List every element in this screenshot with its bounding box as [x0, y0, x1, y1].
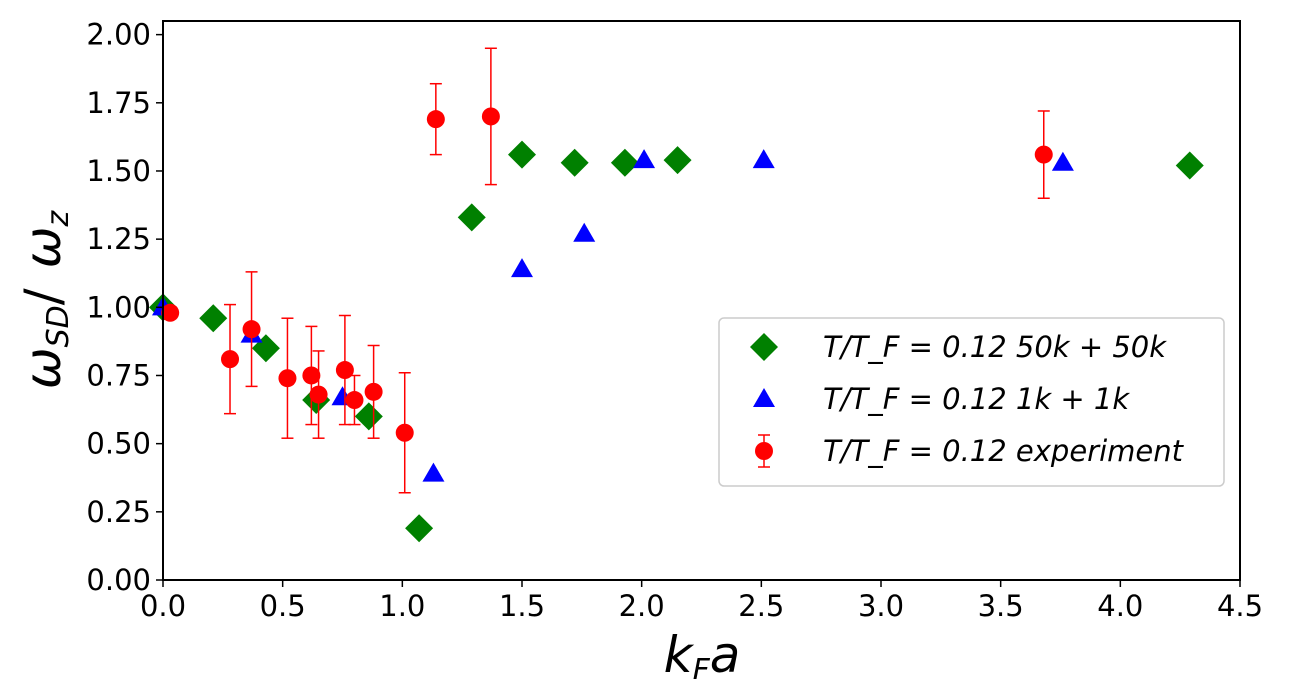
x-tick-label: 0.0 — [140, 589, 186, 623]
data-point-circle — [221, 350, 240, 369]
y-tick-label: 1.75 — [86, 86, 151, 120]
data-point-diamond — [610, 148, 639, 177]
y-tick-label: 1.00 — [86, 290, 151, 324]
y-tick-label: 0.00 — [86, 563, 151, 597]
y-label-subscript-sd: SD — [41, 305, 76, 347]
data-point-circle — [161, 303, 180, 322]
x-tick-label: 2.5 — [738, 589, 784, 623]
y-axis-label: ωSD/ωz — [14, 209, 76, 389]
data-point-circle — [335, 361, 354, 380]
legend-label: T/T_F = 0.12 1k + 1k — [823, 382, 1130, 416]
data-point-diamond — [663, 146, 692, 175]
y-tick-label: 1.50 — [86, 154, 151, 188]
y-tick-label: 0.25 — [86, 495, 151, 529]
data-point-circle — [481, 107, 500, 126]
plot-area — [149, 47, 1204, 543]
legend: T/T_F = 0.12 50k + 50k T/T_F = 0.12 1k + … — [718, 317, 1225, 487]
x-tick-label: 4.5 — [1217, 589, 1263, 623]
data-point-triangle — [573, 222, 596, 242]
data-point-diamond — [457, 203, 486, 232]
data-point-triangle — [752, 149, 775, 169]
x-tick-label: 0.5 — [260, 589, 306, 623]
x-tick-label: 4.0 — [1097, 589, 1143, 623]
legend-label: T/T_F = 0.12 experiment — [823, 434, 1185, 468]
x-label-subscript-f: F — [693, 653, 711, 679]
x-label-k: k — [664, 626, 695, 679]
data-point-diamond — [1175, 151, 1204, 180]
y-label-omega-sd: ω — [14, 347, 72, 389]
x-axis-ticks: 0.0 0.5 1.0 1.5 2.0 2.5 3.0 3.5 4.0 4.5 — [140, 580, 1263, 623]
y-label-slash: / — [14, 288, 72, 305]
data-point-circle — [302, 366, 321, 385]
legend-marker-circle — [755, 442, 773, 460]
x-tick-label: 3.0 — [858, 589, 904, 623]
legend-marker-diamond — [750, 333, 778, 361]
y-label-subscript-z: z — [41, 209, 76, 227]
data-point-circle — [345, 391, 364, 410]
data-point-circle — [426, 110, 445, 129]
legend-label: T/T_F = 0.12 50k + 50k — [823, 330, 1167, 364]
data-point-circle — [278, 369, 297, 388]
y-axis-ticks: 0.00 0.25 0.50 0.75 1.00 1.25 1.50 1.75 2.00 — [86, 18, 163, 597]
data-point-triangle — [633, 149, 656, 169]
x-tick-label: 2.0 — [619, 589, 665, 623]
x-tick-label: 1.0 — [379, 589, 425, 623]
data-point-circle — [242, 320, 261, 339]
y-tick-label: 2.00 — [86, 18, 151, 52]
y-tick-label: 1.25 — [86, 222, 151, 256]
data-point-circle — [309, 385, 328, 404]
data-point-diamond — [354, 402, 383, 431]
y-label-omega-z: ω — [14, 226, 72, 268]
y-tick-label: 0.50 — [86, 427, 151, 461]
data-point-triangle — [1051, 151, 1074, 171]
data-point-diamond — [405, 514, 434, 543]
series-circle — [161, 47, 1053, 494]
data-point-diamond — [199, 304, 228, 333]
axes-frame — [162, 20, 1241, 581]
x-tick-label: 1.5 — [499, 589, 545, 623]
y-tick-label: 0.75 — [86, 358, 151, 392]
x-tick-label: 3.5 — [978, 589, 1024, 623]
data-point-circle — [364, 382, 383, 401]
data-point-diamond — [560, 148, 589, 177]
data-point-circle — [395, 423, 414, 442]
legend-box — [718, 317, 1225, 487]
data-point-triangle — [511, 258, 533, 278]
data-point-circle — [1034, 145, 1053, 164]
legend-marker-triangle — [753, 388, 775, 407]
x-label-a: a — [710, 626, 741, 679]
x-axis-label: kFa — [664, 626, 741, 679]
data-point-triangle — [422, 462, 445, 482]
data-point-diamond — [508, 140, 536, 169]
